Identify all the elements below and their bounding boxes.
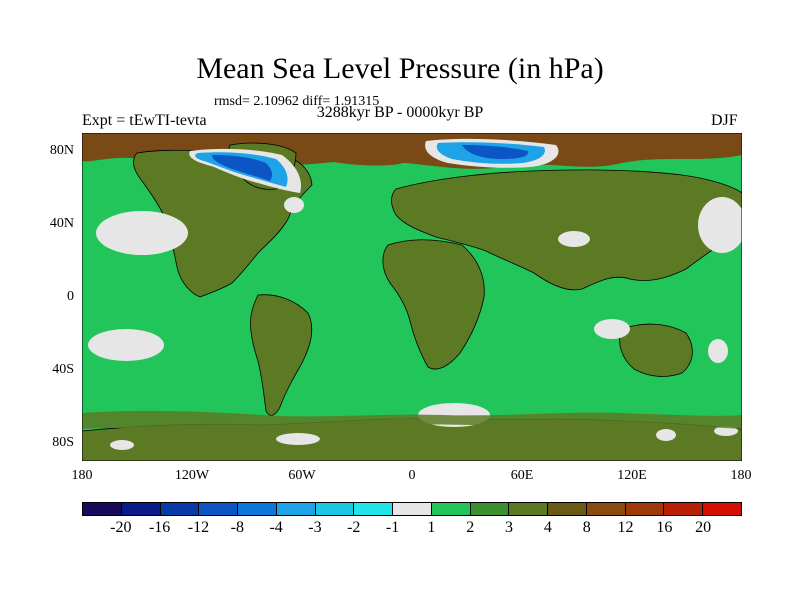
lon-label-0: 0 [408,468,416,483]
colorbar-swatch [548,503,587,515]
colorbar-swatch [83,503,122,515]
lon-label-60w: 60W [288,468,316,483]
lon-label-180w: 180 [71,468,93,483]
colorbar-swatch [354,503,394,515]
colorbar-label: -4 [269,519,283,536]
siberia-low-core [462,145,529,159]
lat-label-0: 0 [67,289,74,304]
colorbar [82,502,742,516]
colorbar-swatch [431,503,471,515]
colorbar-label: -12 [187,519,210,536]
colorbar-swatch [393,503,432,515]
colorbar-label: 4 [543,519,552,536]
stats-label: rmsd= 2.10962 diff= 1.91315 [214,94,380,109]
africa-land [382,239,485,370]
south-pacific-patch [88,329,164,361]
negative-anomalies [189,138,559,193]
southern-high-band [82,410,742,429]
eurasia-land [391,169,742,291]
lat-label-40n: 40N [49,216,74,231]
colorbar-swatch [586,503,626,515]
lat-label-80n: 80N [49,143,74,158]
experiment-label: Expt = tEwTI-tevta [82,112,207,129]
colorbar-swatch [664,503,704,515]
lon-label-120w: 120W [174,468,210,483]
lon-label-60e: 60E [510,468,534,483]
north-high-anomaly [312,142,416,166]
colorbar-swatch [199,503,239,515]
southern-patch-3 [656,429,676,441]
south-america-land [250,294,313,416]
lat-label-80s: 80S [52,435,74,450]
colorbar-label: 20 [695,519,712,536]
colorbar-label: 2 [466,519,475,536]
lat-label-40s: 40S [52,362,74,377]
colorbar-label: 16 [656,519,673,536]
indian-patch [594,319,630,339]
colorbar-label: -1 [385,519,400,536]
lon-label-120e: 120E [617,468,647,483]
season-label: DJF [711,112,738,129]
colorbar-label: 3 [505,519,514,536]
colorbar-swatch [315,503,355,515]
colorbar-swatch [703,503,742,515]
colorbar-swatch [160,503,200,515]
colorbar-label: -16 [148,519,171,536]
australia-land [619,323,693,377]
colorbar-label: 12 [617,519,634,536]
map-title: Mean Sea Level Pressure (in hPa) [196,52,604,85]
colorbar-swatch [470,503,510,515]
pacific-patch-north [96,211,188,255]
colorbar-label: -8 [230,519,244,536]
canada-low-core [212,155,273,181]
colorbar-swatch [276,503,316,515]
pacific-patch-east [698,197,742,253]
colorbar-swatch [509,503,549,515]
near-zero-patches [88,197,742,450]
colorbar-label: 8 [582,519,591,536]
map-subtitle: 3288kyr BP - 0000kyr BP [316,104,484,121]
colorbar-label: -2 [347,519,361,536]
colorbar-label: -20 [110,519,132,536]
colorbar-swatch [625,503,665,515]
tasman-patch [708,339,728,363]
lon-label-180e: 180 [730,468,752,483]
pressure-map [82,133,742,461]
atlantic-patch [284,197,304,213]
colorbar-swatch [238,503,277,515]
colorbar-label: -3 [308,519,322,536]
southern-patch-5 [714,426,738,436]
southern-patch-4 [110,440,134,450]
southern-patch-2 [276,433,320,445]
colorbar-label: 1 [427,519,436,536]
asia-patch [558,231,590,247]
colorbar-swatch [121,503,161,515]
